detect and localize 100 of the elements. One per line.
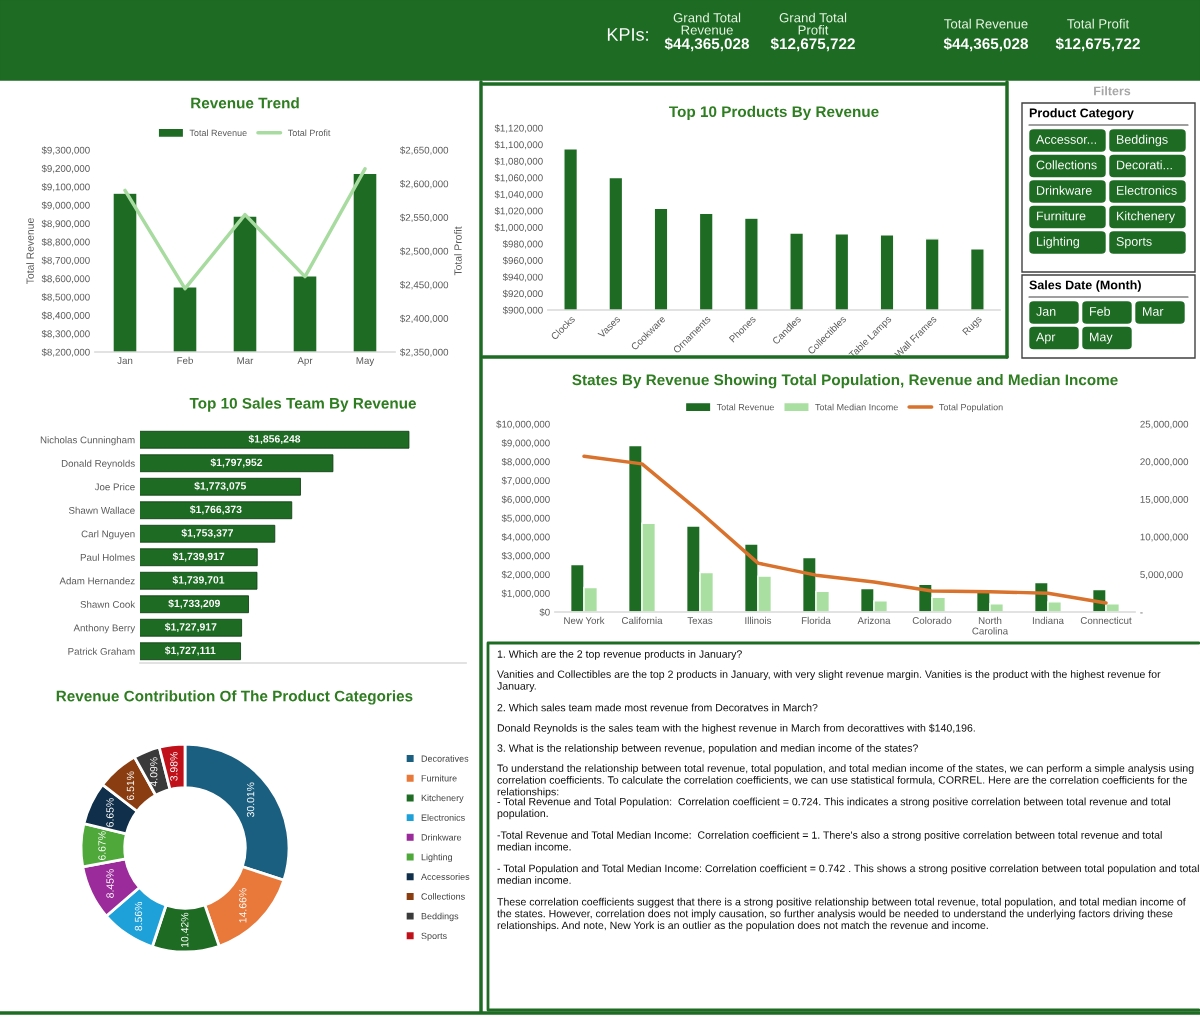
y-tick-label: $1,000,000 (494, 223, 543, 233)
x-tick-label: Colorado (912, 616, 952, 624)
y-tick-label: $10,000,000 (496, 420, 550, 429)
data-label: $1,739,701 (172, 575, 225, 586)
y-tick-label: $8,000,000 (501, 457, 550, 467)
text: $12,675,722 (770, 37, 855, 52)
x-tick-label: May (356, 357, 375, 366)
legend-label: Kitchenery (421, 794, 464, 803)
y-tick-label: $8,800,000 (41, 238, 90, 247)
y-tick-label: $920,000 (502, 289, 543, 299)
text: Kitchenery (1117, 211, 1176, 223)
text: Donald Reynolds is the sales team with the highest revenue in March from decorattives with $140,196. (497, 723, 975, 734)
legend-label: Drinkware (421, 833, 462, 841)
text: 3. What is the relationship between revenue, population and median income of the states? (497, 744, 918, 754)
text: Feb (1090, 306, 1111, 316)
line-series (582, 454, 1108, 605)
data-label: 14.66% (239, 888, 247, 923)
y-tick-label: Patrick Graham (68, 647, 135, 655)
x-tick-label: Florida (801, 616, 831, 624)
text: Jan (1036, 307, 1056, 316)
text: -Total Revenue and Total Median Income: Correlation coefficient = 1. There's also a strong positive correlation between total revenue and total median income. (497, 831, 1162, 851)
y-tick-label: $1,020,000 (494, 207, 543, 216)
chart-title: Top 10 Products By Revenue (669, 105, 879, 121)
text: Sports (1116, 237, 1152, 249)
text: Total Revenue (944, 18, 1028, 29)
legend-label: Sports (421, 932, 447, 941)
y-tick-label: $9,000,000 (41, 201, 90, 210)
data-label: $1,727,917 (164, 622, 217, 633)
y-tick-label: $940,000 (502, 273, 543, 282)
y-tick-label: Donald Reynolds (61, 459, 135, 469)
data-label: $1,753,377 (181, 528, 234, 539)
legend-label: Beddings (421, 912, 459, 922)
text: Sales Date (Month) (1029, 280, 1141, 292)
y-tick-label: $1,060,000 (494, 173, 543, 183)
y-tick-label: Joe Price (94, 483, 135, 491)
text: Vanities and Collectibles are the top 2 products in January, with very slight revenue margin. Vanities is the product with the highest revenue for January. (497, 670, 1161, 692)
y2-tick-label: 5,000,000 (1140, 571, 1183, 580)
y-tick-label: $2,000,000 (501, 570, 550, 580)
y-tick-label: Paul Holmes (80, 553, 135, 561)
data-label: $1,797,952 (210, 458, 263, 468)
legend-label: Furniture (421, 774, 457, 782)
y-tick-label: $9,200,000 (41, 164, 90, 174)
y-tick-label: $1,000,000 (501, 589, 550, 598)
data-label: 6.67% (98, 831, 106, 860)
text: 2. Which sales team made most revenue from Decoratves in March? (497, 703, 818, 712)
y2-tick-label: $2,600,000 (399, 179, 449, 189)
y-tick-label: $9,300,000 (41, 146, 90, 155)
text: $12,675,722 (1055, 37, 1140, 52)
x-tick-label: Connecticut (1080, 616, 1132, 624)
chart-title: States By Revenue Showing Total Population, Revenue and Median Income (572, 374, 1118, 389)
y2-tick-label: $2,650,000 (399, 146, 449, 155)
y-tick-label: $900,000 (502, 306, 543, 315)
legend-label: Total Median Income (815, 403, 898, 411)
text: Total Profit (1067, 18, 1130, 29)
y-tick-label: Adam Hernandez (59, 577, 135, 585)
y2-tick-label: $2,450,000 (399, 280, 449, 290)
data-label: $1,856,248 (248, 434, 301, 445)
chart-title: Revenue Trend (191, 97, 299, 109)
x-tick-label: Texas (687, 617, 713, 624)
text: Grand Total Revenue (673, 12, 741, 35)
data-label: $1,773,075 (194, 481, 247, 492)
x-tick-label: Apr (297, 357, 313, 366)
data-label: $1,766,373 (189, 505, 242, 515)
data-label: 8.56% (134, 901, 143, 931)
y-tick-label: $1,120,000 (494, 124, 543, 133)
y-tick-label: $9,100,000 (41, 183, 90, 192)
legend-label: Electronics (421, 814, 465, 821)
y-tick-label: $8,600,000 (41, 274, 90, 284)
text: Product Category (1029, 108, 1134, 120)
y-axis-title: Total Revenue (26, 218, 34, 285)
text: $44,365,028 (664, 37, 750, 52)
y-tick-label: $8,200,000 (41, 348, 90, 357)
x-tick-label: Feb (177, 356, 193, 364)
x-tick-label: Mar (237, 357, 254, 364)
y-tick-label: Nicholas Cunningham (40, 436, 135, 446)
text: $44,365,028 (943, 37, 1029, 52)
y2-tick-label: - (1140, 612, 1143, 614)
y-tick-label: $3,000,000 (501, 551, 550, 561)
y-tick-label: Carl Nguyen (81, 530, 135, 540)
y-tick-label: Anthony Berry (73, 624, 136, 634)
y2-axis-title: Total Profit (454, 226, 462, 276)
y-tick-label: $960,000 (502, 256, 543, 266)
y-tick-label: $4,000,000 (501, 533, 550, 542)
y2-tick-label: 10,000,000 (1140, 533, 1189, 542)
data-label: 6.51% (126, 771, 135, 801)
y-tick-label: $1,100,000 (494, 140, 543, 150)
legend-label: Collections (421, 893, 465, 900)
x-tick-label: North Carolina (972, 616, 1009, 635)
y-tick-label: $8,500,000 (41, 293, 90, 302)
y-tick-label: $5,000,000 (501, 514, 550, 523)
y2-tick-label: $2,400,000 (399, 314, 449, 324)
text: Electronics (1117, 185, 1177, 195)
chart-title: Top 10 Sales Team By Revenue (189, 397, 416, 412)
text: Drinkware (1037, 185, 1092, 195)
y2-tick-label: $2,500,000 (399, 247, 449, 256)
data-label: 30.01% (246, 782, 255, 817)
y2-tick-label: 15,000,000 (1140, 495, 1189, 504)
text: Decorati... (1117, 160, 1172, 170)
line-series (123, 167, 367, 291)
x-tick-label: Indiana (1032, 616, 1064, 624)
